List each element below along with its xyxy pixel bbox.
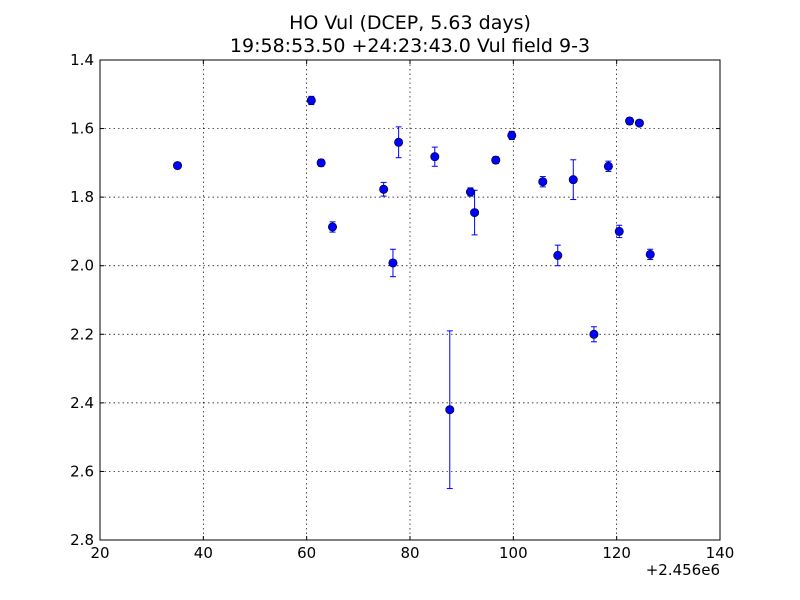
grid-layer [100, 60, 720, 540]
x-tick-label: 20 [90, 544, 109, 562]
data-point [465, 187, 475, 197]
data-point [306, 95, 316, 105]
data-point [470, 208, 480, 218]
x-tick-label: 100 [499, 544, 528, 562]
data-point [388, 258, 398, 268]
data-point [603, 161, 613, 171]
data-point [634, 118, 644, 128]
data-point [491, 155, 501, 165]
axis-ticks-layer: 20 40 60 80 100 120 140 1.4 1.6 1.8 2.0 2.2 2.4 2.6 2.… [70, 51, 734, 562]
y-tick-label: 2.8 [70, 531, 94, 549]
y-tick-label: 2.0 [70, 257, 94, 275]
x-axis-offset-label: +2.456e6 [646, 561, 720, 579]
data-point [394, 137, 404, 147]
chart-subtitle: 19:58:53.50 +24:23:43.0 Vul field 9-3 [230, 35, 590, 57]
y-tick-label: 1.4 [70, 51, 94, 69]
y-tick-label: 2.2 [70, 325, 94, 343]
data-point [645, 249, 655, 259]
y-tick-label: 2.4 [70, 394, 94, 412]
chart-title: HO Vul (DCEP, 5.63 days) [289, 12, 531, 34]
data-point [173, 161, 183, 171]
x-tick-label: 80 [400, 544, 419, 562]
data-points-layer [173, 95, 655, 415]
data-point [614, 226, 624, 236]
x-tick-label: 40 [194, 544, 213, 562]
y-tick-label: 2.6 [70, 462, 94, 480]
data-point [430, 152, 440, 162]
data-point [553, 250, 563, 260]
y-tick-label: 1.8 [70, 188, 94, 206]
data-point [445, 405, 455, 415]
x-tick-label: 60 [297, 544, 316, 562]
x-tick-label: 140 [706, 544, 735, 562]
x-tick-label: 120 [602, 544, 631, 562]
data-point [327, 222, 337, 232]
data-point [316, 158, 326, 168]
y-tick-label: 1.6 [70, 120, 94, 138]
data-point [568, 175, 578, 185]
data-point [625, 116, 635, 126]
data-point [507, 130, 517, 140]
data-point [379, 184, 389, 194]
data-point [589, 329, 599, 339]
data-point [538, 177, 548, 187]
